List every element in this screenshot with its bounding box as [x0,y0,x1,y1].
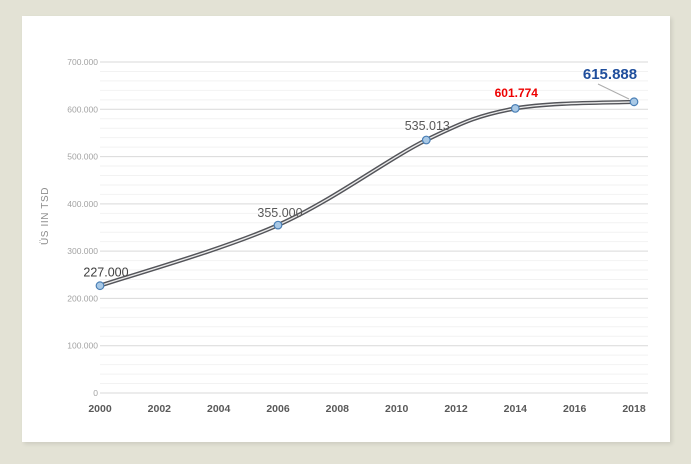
y-tick-label: 0 [93,388,98,398]
data-point-marker [273,220,283,230]
y-tick-label: 600.000 [67,104,98,114]
data-point-marker [95,281,105,291]
data-point-label: 535.013 [405,119,450,133]
y-tick-label: 100.000 [67,341,98,351]
series-line-core [99,101,635,287]
x-tick-label: 2018 [622,403,646,415]
x-tick-label: 2000 [88,403,112,415]
leader-line [597,83,630,100]
y-tick-label: 500.000 [67,152,98,162]
x-tick-label: 2012 [444,403,468,415]
y-tick-label: 300.000 [67,246,98,256]
y-tick-label: 700.000 [67,57,98,67]
major-gridlines [100,61,648,394]
x-tick-label: 2016 [563,403,587,415]
data-point-label: 227.000 [83,266,128,280]
y-axis-title: ÜS IIN TSD [39,187,51,245]
data-point-marker [510,103,520,113]
chart-card: ÜS IIN TSD 0 100.000 200.000 300.000 400.000… [22,16,670,442]
data-point-label: 601.774 [495,86,539,100]
series-line [97,99,637,288]
data-point-markers [95,97,639,291]
data-point-marker [421,135,431,145]
x-tick-label: 2004 [207,403,231,415]
data-point-labels: 227.000 355.000 535.013 601.774 615.888 [83,66,637,280]
line-chart: ÜS IIN TSD 0 100.000 200.000 300.000 400.000… [39,57,648,415]
x-tick-label: 2006 [266,403,290,415]
data-point-marker [629,97,639,107]
x-tick-label: 2014 [504,403,528,415]
y-tick-label: 200.000 [67,293,98,303]
data-point-label: 355.000 [257,206,302,220]
x-tick-label: 2010 [385,403,409,415]
x-tick-label: 2008 [326,403,350,415]
y-tick-label: 400.000 [67,199,98,209]
y-axis-tick-labels: 0 100.000 200.000 300.000 400.000 500.000 600.… [67,57,98,398]
minor-gridlines [100,70,648,385]
x-tick-label: 2002 [148,403,172,415]
data-point-label: 615.888 [583,66,637,83]
x-axis-tick-labels: 2000 2002 2004 2006 2008 2010 2012 2014 2016 2018 [88,403,646,415]
